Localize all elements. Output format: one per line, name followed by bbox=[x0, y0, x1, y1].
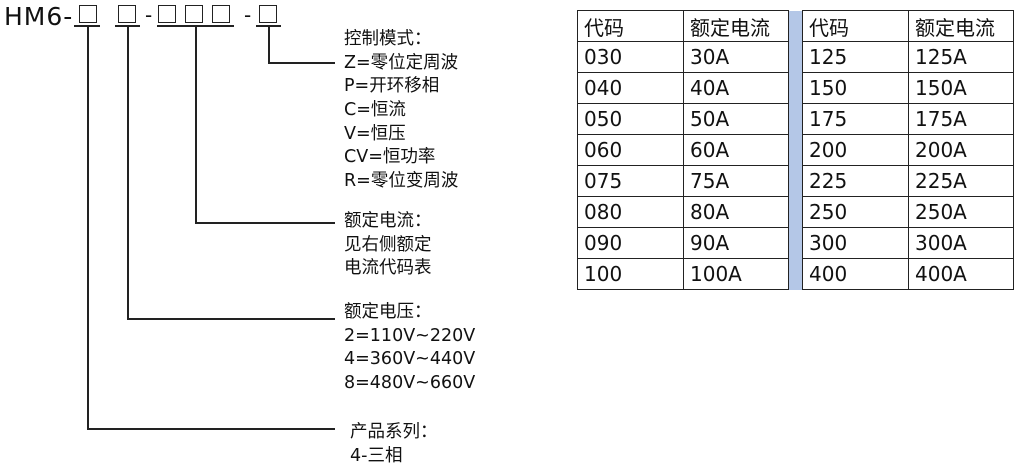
current-cell: 50A bbox=[683, 103, 789, 135]
rated-current-note: 电流代码表 bbox=[344, 258, 432, 279]
model-prefix: HM6- bbox=[4, 2, 74, 31]
current-cell: 40A bbox=[683, 72, 789, 104]
current-cell: 250A bbox=[908, 196, 1014, 228]
table-header-row: 代码 额定电流 代码 额定电流 bbox=[577, 10, 1014, 290]
table-row: 100 100A 400 400A bbox=[577, 258, 1014, 290]
current-cell: 400A bbox=[908, 258, 1014, 290]
separator-dash: - bbox=[145, 3, 153, 27]
current-cell: 30A bbox=[683, 41, 789, 73]
table-row: 075 75A 225 225A bbox=[577, 165, 1014, 197]
rated-voltage-option: 8=480V~660V bbox=[344, 373, 476, 394]
header-current: 额定电流 bbox=[908, 10, 1014, 42]
code-cell: 150 bbox=[802, 72, 909, 104]
rated-current-block: 额定电流： 见右侧额定 电流代码表 bbox=[344, 210, 432, 281]
series-leader-line bbox=[87, 428, 335, 430]
code-cell: 040 bbox=[577, 72, 684, 104]
current-cell: 75A bbox=[683, 165, 789, 197]
code-cell: 300 bbox=[802, 227, 909, 259]
control-mode-block: 控制模式： Z=零位定周波 P=开环移相 C=恒流 V=恒压 CV=恒功率 R=… bbox=[344, 28, 458, 194]
current-leader-line bbox=[195, 222, 335, 224]
current-box-1 bbox=[158, 5, 176, 23]
table-row: 060 60A 200 200A bbox=[577, 134, 1014, 166]
code-cell: 200 bbox=[802, 134, 909, 166]
underline bbox=[115, 25, 140, 27]
product-series-block: 产品系列： 4-三相 bbox=[350, 421, 438, 468]
current-cell: 175A bbox=[908, 103, 1014, 135]
current-leader-line bbox=[195, 26, 197, 223]
rated-voltage-block: 额定电压： 2=110V~220V 4=360V~440V 8=480V~660… bbox=[344, 301, 475, 396]
table-row: 040 40A 150 150A bbox=[577, 72, 1014, 104]
voltage-leader-line bbox=[127, 318, 335, 320]
current-cell: 125A bbox=[908, 41, 1014, 73]
underline bbox=[74, 25, 100, 27]
code-cell: 125 bbox=[802, 41, 909, 73]
underline bbox=[157, 25, 234, 27]
current-cell: 200A bbox=[908, 134, 1014, 166]
current-cell: 300A bbox=[908, 227, 1014, 259]
current-cell: 150A bbox=[908, 72, 1014, 104]
header-code: 代码 bbox=[577, 10, 684, 42]
code-cell: 030 bbox=[577, 41, 684, 73]
table-row: 050 50A 175 175A bbox=[577, 103, 1014, 135]
underline bbox=[256, 25, 281, 27]
current-cell: 90A bbox=[683, 227, 789, 259]
code-cell: 080 bbox=[577, 196, 684, 228]
control-mode-option: R=零位变周波 bbox=[344, 171, 459, 192]
series-box bbox=[79, 5, 97, 23]
table-separator-bar bbox=[788, 10, 803, 290]
rated-voltage-option: 4=360V~440V bbox=[344, 349, 476, 370]
current-cell: 100A bbox=[683, 258, 789, 290]
table-row: 090 90A 300 300A bbox=[577, 227, 1014, 259]
current-code-table: 代码 额定电流 代码 额定电流 030 30A 125 125A 040 40A 150 15… bbox=[577, 10, 1014, 290]
control-leader-line bbox=[268, 62, 335, 64]
rated-voltage-option: 2=110V~220V bbox=[344, 325, 476, 346]
current-box-2 bbox=[185, 5, 203, 23]
header-code: 代码 bbox=[802, 10, 909, 42]
voltage-leader-line bbox=[127, 26, 129, 319]
control-mode-option: CV=恒功率 bbox=[344, 147, 436, 168]
code-cell: 050 bbox=[577, 103, 684, 135]
control-mode-option: P=开环移相 bbox=[344, 76, 440, 97]
rated-voltage-title: 额定电压： bbox=[344, 302, 432, 322]
table-row: 080 80A 250 250A bbox=[577, 196, 1014, 228]
control-mode-option: V=恒压 bbox=[344, 123, 406, 144]
code-cell: 090 bbox=[577, 227, 684, 259]
code-cell: 075 bbox=[577, 165, 684, 197]
rated-current-note: 见右侧额定 bbox=[344, 234, 432, 255]
code-cell: 225 bbox=[802, 165, 909, 197]
code-cell: 100 bbox=[577, 258, 684, 290]
code-cell: 060 bbox=[577, 134, 684, 166]
voltage-box bbox=[118, 5, 136, 23]
product-series-option: 4-三相 bbox=[350, 445, 403, 466]
separator-dash: - bbox=[244, 3, 252, 27]
control-leader-line bbox=[268, 26, 270, 63]
header-current: 额定电流 bbox=[683, 10, 789, 42]
control-box bbox=[259, 5, 277, 23]
code-cell: 400 bbox=[802, 258, 909, 290]
current-cell: 225A bbox=[908, 165, 1014, 197]
series-leader-line bbox=[87, 26, 89, 429]
rated-current-title: 额定电流： bbox=[344, 211, 432, 231]
code-cell: 250 bbox=[802, 196, 909, 228]
product-series-title: 产品系列： bbox=[350, 422, 438, 442]
control-mode-title: 控制模式： bbox=[344, 29, 432, 49]
code-cell: 175 bbox=[802, 103, 909, 135]
current-cell: 60A bbox=[683, 134, 789, 166]
control-mode-option: Z=零位定周波 bbox=[344, 52, 459, 73]
control-mode-option: C=恒流 bbox=[344, 100, 406, 121]
current-cell: 80A bbox=[683, 196, 789, 228]
current-box-3 bbox=[212, 5, 230, 23]
